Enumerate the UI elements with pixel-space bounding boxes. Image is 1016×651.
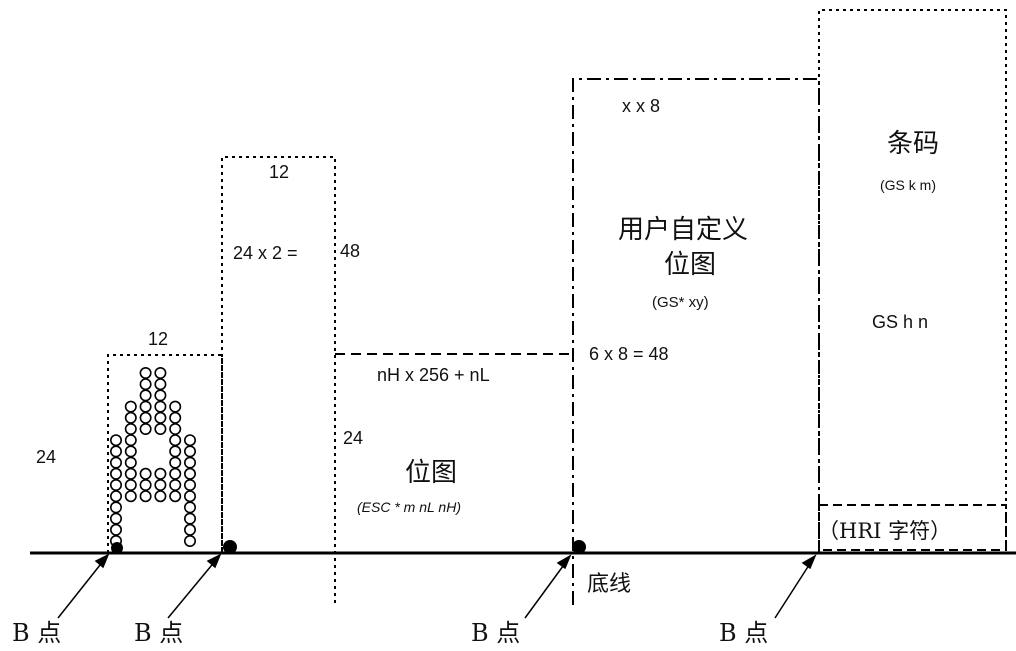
b-point-dot-1 [111, 542, 123, 554]
glyph-dot [154, 378, 167, 391]
glyph-dot [139, 411, 152, 424]
barcode-command: (GS k m) [880, 177, 936, 193]
glyph-dot [184, 523, 197, 536]
glyph-dot [110, 490, 123, 503]
double-char-height-value: 48 [340, 241, 360, 261]
glyph-dot [154, 411, 167, 424]
arrow-1 [57, 559, 105, 619]
glyph-dot [139, 366, 152, 379]
glyph-dot [184, 467, 197, 480]
glyph-dot [154, 478, 167, 491]
glyph-dot [124, 445, 137, 458]
glyph-dot [169, 456, 182, 469]
glyph-dot [169, 467, 182, 480]
b-point-label-2: B 点 [134, 619, 183, 647]
glyph-dot [110, 467, 123, 480]
glyph-dot [154, 389, 167, 402]
glyph-dot [139, 400, 152, 413]
glyph-dot [139, 467, 152, 480]
glyph-dot [124, 411, 137, 424]
b-point-label-1: B 点 [12, 619, 61, 647]
glyph-dot [124, 400, 137, 413]
glyph-dot [154, 467, 167, 480]
bitmap-title: 位图 [405, 458, 457, 488]
char-box [107, 354, 223, 553]
user-bitmap-command: (GS* xy) [652, 294, 709, 311]
double-char-width-label: 12 [269, 162, 289, 182]
glyph-dot [124, 478, 137, 491]
glyph-dot [154, 400, 167, 413]
glyph-dot [169, 490, 182, 503]
double-char-height-label: 24 x 2 = [233, 243, 298, 263]
arrowhead-1 [94, 553, 110, 569]
glyph-dot [169, 422, 182, 435]
baseline-label: 底线 [587, 572, 631, 597]
b-point-arrows [57, 553, 817, 619]
arrowhead-2 [206, 553, 222, 569]
glyph-dot [169, 434, 182, 447]
glyph-dot [124, 422, 137, 435]
glyph-dot [124, 490, 137, 503]
user-bitmap-width-label: x x 8 [622, 96, 660, 116]
glyph-dot [139, 422, 152, 435]
glyph-dot [124, 456, 137, 469]
b-point-label-4: B 点 [719, 619, 768, 647]
user-bitmap-height-label: 6 x 8 = 48 [589, 344, 669, 364]
glyph-dot [110, 445, 123, 458]
arrow-4 [774, 561, 812, 619]
glyph-dot [139, 478, 152, 491]
hri-label: （HRI 字符） [818, 519, 951, 543]
arrow-3 [524, 561, 567, 619]
glyph-dot [124, 434, 137, 447]
hri-box [818, 504, 1007, 551]
dot-matrix-glyph-a [110, 366, 197, 547]
b-point-label-3: B 点 [471, 619, 520, 647]
bitmap-width-label: nH x 256 + nL [377, 365, 490, 385]
user-bitmap-title-line1: 用户自定义 [618, 215, 748, 245]
glyph-dot [169, 411, 182, 424]
glyph-dot [169, 445, 182, 458]
glyph-dot [169, 400, 182, 413]
b-point-dot-2 [223, 540, 237, 554]
arrow-2 [167, 559, 217, 619]
glyph-dot [110, 501, 123, 514]
glyph-dot [184, 512, 197, 525]
glyph-dot [139, 389, 152, 402]
char-height-label: 24 [36, 447, 56, 467]
glyph-dot [184, 456, 197, 469]
barcode-height-command: GS h n [872, 312, 928, 332]
glyph-dot [184, 478, 197, 491]
arrowhead-4 [801, 554, 817, 570]
glyph-dot [184, 445, 197, 458]
glyph-dot [110, 523, 123, 536]
glyph-dot [154, 366, 167, 379]
glyph-dot [139, 490, 152, 503]
barcode-box [818, 9, 1007, 553]
barcode-title: 条码 [887, 129, 939, 159]
glyph-dot [184, 434, 197, 447]
glyph-dot [110, 434, 123, 447]
bitmap-command: (ESC * m nL nH) [357, 499, 461, 515]
glyph-dot [169, 478, 182, 491]
arrowhead-3 [556, 554, 572, 570]
user-bitmap-title-line2: 位图 [664, 250, 716, 280]
b-point-dot-3 [572, 540, 586, 554]
glyph-dot [110, 512, 123, 525]
glyph-dot [154, 490, 167, 503]
glyph-dot [184, 501, 197, 514]
glyph-dot [124, 467, 137, 480]
bitmap-height-label: 24 [343, 428, 363, 448]
glyph-dot [110, 456, 123, 469]
user-bitmap-box [572, 78, 820, 605]
double-char-box [221, 156, 336, 605]
glyph-dot [184, 490, 197, 503]
char-width-label: 12 [148, 329, 168, 349]
glyph-dot [154, 422, 167, 435]
glyph-dot [184, 534, 197, 547]
glyph-dot [110, 478, 123, 491]
glyph-dot [139, 378, 152, 391]
